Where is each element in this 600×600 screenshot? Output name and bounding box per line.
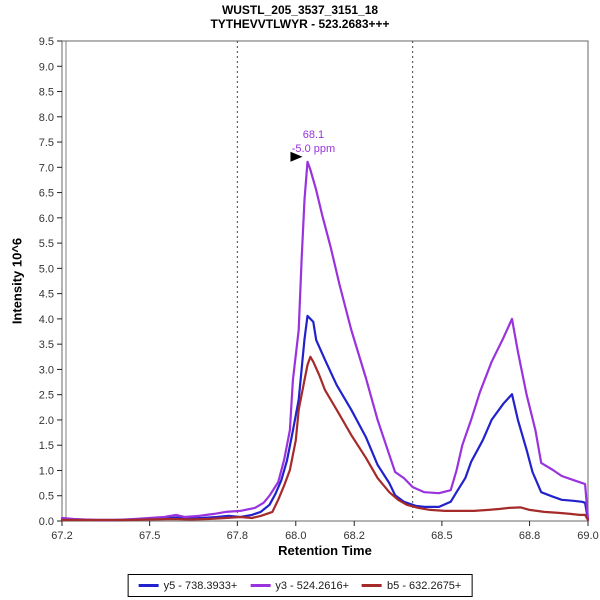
- peak-id-arrow-icon: [290, 151, 303, 162]
- y-tick-label: 8.5: [39, 87, 54, 99]
- x-tick-label: 68.2: [344, 530, 365, 542]
- y-tick-label: 6.5: [39, 188, 54, 200]
- legend-label-y3: y3 - 524.2616+: [275, 579, 350, 592]
- y-tick-label: 6.0: [39, 213, 54, 225]
- y-tick-label: 4.5: [39, 289, 54, 301]
- y-tick-label: 3.5: [39, 339, 54, 351]
- x-tick-label: 67.2: [51, 530, 72, 542]
- y-tick-label: 9.0: [39, 61, 54, 73]
- y-tick-label: 1.5: [39, 440, 54, 452]
- legend-label-b5: b5 - 632.2675+: [387, 579, 462, 592]
- legend-label-y5: y5 - 738.3933+: [163, 579, 238, 592]
- peak-ppm-annotation: -5.0 ppm: [292, 143, 335, 155]
- x-tick-label: 68.5: [431, 530, 452, 542]
- series-line-y5[interactable]: [60, 314, 590, 522]
- chart-title-line1: WUSTL_205_3537_3151_18: [221, 3, 379, 17]
- y-tick-label: 8.0: [39, 112, 54, 124]
- chart-title-line2: TYTHEVVTLWYR - 523.2683+++: [210, 17, 390, 31]
- x-tick-label: 69.0: [577, 530, 598, 542]
- legend-item-y5: y5 - 738.3933+: [138, 579, 238, 592]
- y-tick-label: 0.5: [39, 491, 54, 503]
- series-line-b5[interactable]: [60, 355, 590, 522]
- x-axis-label: Retention Time: [278, 543, 372, 558]
- legend-item-b5: b5 - 632.2675+: [362, 580, 461, 592]
- y-tick-label: 1.0: [39, 465, 54, 477]
- y-tick-label: 4.0: [39, 314, 54, 326]
- y-tick-label: 3.0: [39, 364, 54, 376]
- peak-rt-annotation: 68.1: [303, 129, 324, 141]
- series-line-y3[interactable]: [60, 160, 590, 522]
- y-tick-label: 7.5: [39, 137, 54, 149]
- y-tick-label: 5.0: [39, 263, 54, 275]
- legend: y5 - 738.3933+ y3 - 524.2616+ b5 - 632.2…: [127, 574, 473, 597]
- y-tick-label: 7.0: [39, 162, 54, 174]
- y-tick-label: 0.0: [39, 516, 54, 528]
- legend-item-y3: y3 - 524.2616+: [250, 580, 349, 592]
- y-tick-label: 2.0: [39, 415, 54, 427]
- plot-frame: [61, 40, 589, 522]
- x-tick-label: 68.8: [519, 530, 540, 542]
- y-tick-label: 2.5: [39, 390, 54, 402]
- x-tick-label: 67.5: [139, 530, 160, 542]
- legend-line-icon: [138, 584, 159, 587]
- legend-line-icon: [362, 584, 383, 587]
- x-tick-label: 68.0: [285, 530, 306, 542]
- legend-line-icon: [250, 584, 271, 587]
- y-tick-label: 5.5: [39, 238, 54, 250]
- x-tick-label: 67.8: [227, 530, 248, 542]
- y-tick-label: 9.5: [39, 36, 54, 48]
